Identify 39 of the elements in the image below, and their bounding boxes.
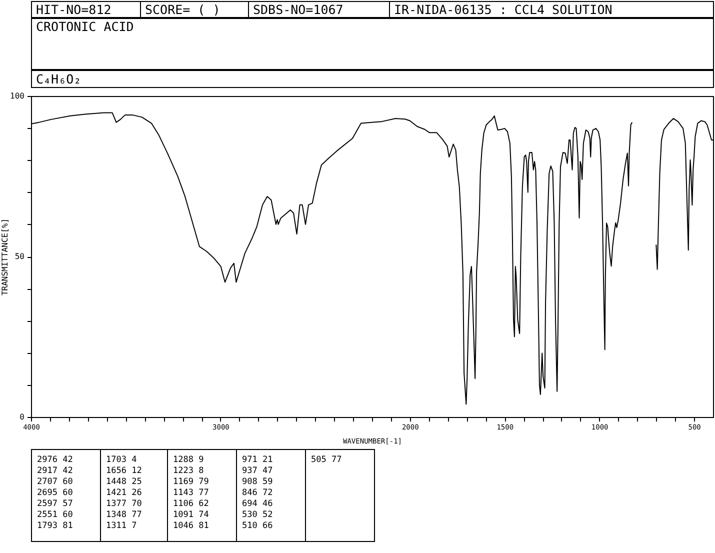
text: 505 77	[311, 455, 342, 465]
text: 1793 81	[37, 521, 73, 531]
text: 2707 60	[37, 477, 73, 487]
text: 1311 7	[106, 521, 137, 531]
chart-title: CROTONIC ACID	[36, 19, 134, 34]
text: 1046 81	[173, 521, 209, 531]
text: 1421 26	[106, 488, 142, 498]
text: 1448 25	[106, 477, 142, 487]
text: 510 66	[242, 521, 273, 531]
text: 1703 4	[106, 455, 137, 465]
text: HIT-NO=812	[36, 2, 112, 17]
text: 530 52	[242, 510, 273, 520]
text: 2551 60	[37, 510, 73, 520]
text: 1106 62	[173, 499, 209, 509]
text: 1377 70	[106, 499, 142, 509]
text: 1169 79	[173, 477, 209, 487]
text: 1091 74	[173, 510, 209, 520]
text: 2976 42	[37, 455, 73, 465]
text: IR-NIDA-06135 : CCL4 SOLUTION	[394, 2, 612, 17]
text: SCORE= ( )	[145, 2, 220, 17]
y-tick-label: 0	[20, 412, 25, 422]
text: 1656 12	[106, 466, 142, 476]
y-tick-label: 100	[10, 92, 25, 100]
text: 908 59	[242, 477, 273, 487]
text: 2695 60	[37, 488, 73, 498]
y-tick-label: 50	[14, 252, 25, 261]
text: SDBS-NO=1067	[253, 2, 344, 17]
text: 1348 77	[106, 510, 142, 520]
text: 2597 57	[37, 499, 73, 509]
text: 1288 9	[173, 455, 204, 465]
text: 1223 8	[173, 466, 204, 476]
text: 971 21	[242, 455, 273, 465]
text: 694 46	[242, 499, 273, 509]
text: 846 72	[242, 488, 273, 498]
y-axis-title: TRANSMITTANCE[%]	[0, 218, 10, 296]
text: 1143 77	[173, 488, 209, 498]
text: 2917 42	[37, 466, 73, 476]
text: 937 47	[242, 466, 273, 476]
chart-subtitle: C₄H₆O₂	[36, 72, 82, 86]
